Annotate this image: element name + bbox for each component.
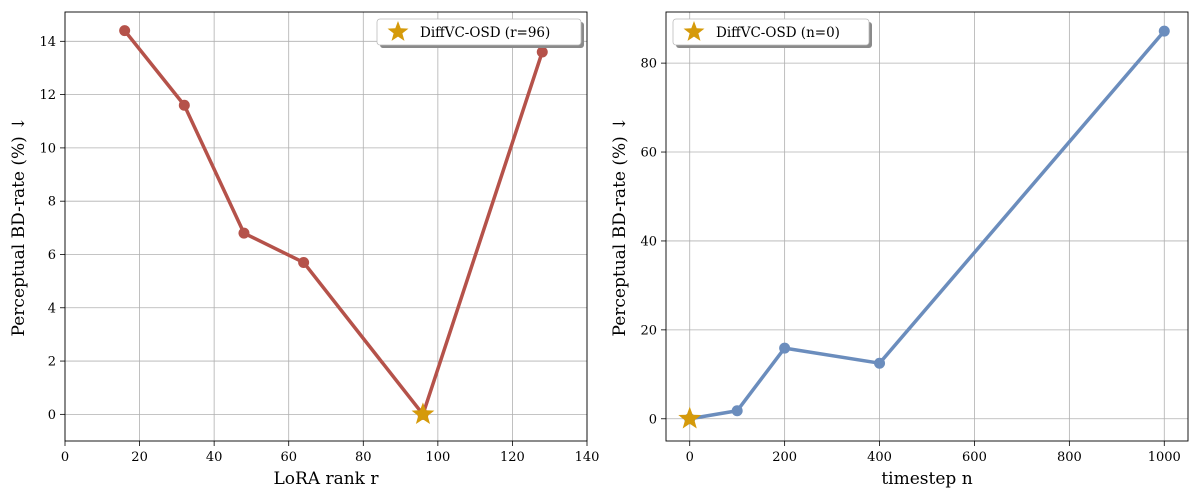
data-point-5 [536, 46, 548, 58]
data-point-1 [731, 405, 743, 417]
legend-box [672, 18, 870, 46]
legend-star-icon [387, 21, 409, 41]
data-point-1 [178, 99, 190, 111]
data-point-2 [779, 342, 791, 354]
y-tick-label-0: 0 [649, 412, 657, 427]
y-tick-label-1: 20 [640, 323, 657, 338]
x-tick-label-2: 400 [867, 450, 892, 465]
data-point-3 [874, 357, 886, 369]
y-tick-label-6: 12 [39, 88, 56, 103]
chart-1: 0 20 40 60 80 100 120 140 0 2 4 6 8 10 12 14 LoRA rank r… [9, 11, 600, 489]
x-tick-label-3: 60 [280, 450, 297, 465]
x-tick-label-7: 140 [575, 450, 600, 465]
series-line [122, 28, 545, 417]
legend-label: DiffVC-OSD (r=96) [420, 25, 550, 41]
y-axis-label: Perceptual BD-rate (%) ↓ [610, 117, 630, 337]
y-tick-label-5: 10 [39, 141, 56, 156]
x-tick-label-2: 40 [206, 450, 223, 465]
highlight-star-marker [678, 406, 702, 429]
plot-frame [64, 11, 588, 442]
y-tick-label-7: 14 [39, 35, 56, 50]
x-tick-label-1: 200 [772, 450, 797, 465]
x-tick-label-6: 120 [500, 450, 525, 465]
data-point-4 [1158, 25, 1170, 37]
y-tick-label-0: 0 [48, 408, 56, 423]
x-tick-label-1: 20 [131, 450, 148, 465]
plot-frame [665, 11, 1189, 442]
y-tick-label-1: 2 [48, 355, 56, 370]
x-tick-label-0: 0 [686, 450, 694, 465]
y-axis-label: Perceptual BD-rate (%) ↓ [9, 117, 29, 337]
highlight-star-marker [411, 402, 435, 425]
legend-label: DiffVC-OSD (n=0) [716, 25, 840, 41]
x-tick-label-5: 100 [425, 450, 450, 465]
y-tick-label-2: 40 [640, 234, 657, 249]
series-line [687, 29, 1167, 421]
y-tick-label-3: 6 [48, 248, 56, 263]
data-point-3 [298, 256, 310, 268]
chart-2: 0 200 400 600 800 1000 0 20 40 60 80 timestep n Perc… [610, 11, 1189, 489]
x-tick-label-3: 600 [962, 450, 987, 465]
y-tick-label-3: 60 [640, 146, 657, 161]
y-tick-label-4: 80 [640, 57, 657, 72]
data-point-0 [119, 25, 131, 37]
x-tick-label-4: 800 [1057, 450, 1082, 465]
legend-star-icon [683, 21, 705, 41]
x-tick-label-5: 1000 [1148, 450, 1181, 465]
x-axis-label: LoRA rank r [273, 469, 379, 489]
x-tick-label-4: 80 [355, 450, 372, 465]
y-tick-label-4: 8 [48, 195, 56, 210]
x-tick-label-0: 0 [61, 450, 69, 465]
data-point-2 [238, 227, 250, 239]
legend-box [376, 18, 582, 46]
x-axis-label: timestep n [881, 469, 972, 489]
y-tick-label-2: 4 [48, 301, 56, 316]
